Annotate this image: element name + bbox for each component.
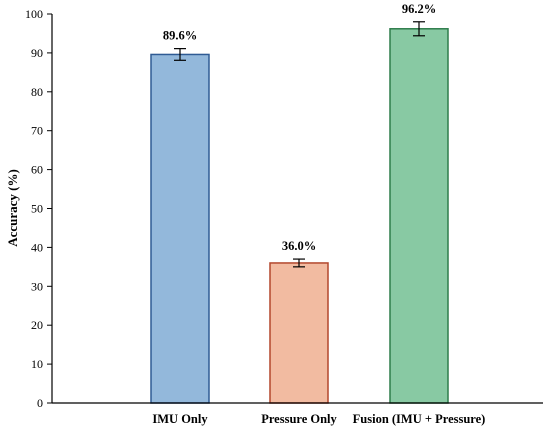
y-tick-label: 30 <box>31 279 43 293</box>
y-tick-label: 50 <box>31 202 43 216</box>
y-tick-label: 40 <box>31 240 43 254</box>
y-tick-label: 70 <box>31 124 43 138</box>
x-tick-label: Fusion (IMU + Pressure) <box>353 412 486 426</box>
y-axis-ticks: 0 10 20 30 40 50 60 70 80 90 100 <box>25 7 52 410</box>
bar <box>269 262 329 404</box>
x-axis-tick-labels: IMU Only Pressure Only Fusion (IMU + Press… <box>152 412 485 426</box>
x-tick-label: IMU Only <box>152 412 208 426</box>
error-bar <box>174 48 186 61</box>
y-tick-label: 60 <box>31 163 43 177</box>
bars-group: 89.6% 36.0% 96.2% <box>150 2 449 404</box>
y-tick-label: 80 <box>31 85 43 99</box>
bar <box>150 53 210 404</box>
y-tick-label: 20 <box>31 318 43 332</box>
y-tick-label: 10 <box>31 357 43 371</box>
y-tick-label: 0 <box>37 396 43 410</box>
y-axis-title: Accuracy (%) <box>5 169 20 247</box>
bar <box>389 28 449 404</box>
data-label: 89.6% <box>163 29 197 43</box>
axes-group <box>51 14 543 404</box>
y-tick-label: 100 <box>25 7 43 21</box>
error-bar <box>413 21 425 37</box>
x-tick-label: Pressure Only <box>261 412 337 426</box>
data-label: 96.2% <box>402 2 436 16</box>
y-tick-label: 90 <box>31 46 43 60</box>
error-bar <box>293 258 305 268</box>
data-label: 36.0% <box>282 239 316 253</box>
